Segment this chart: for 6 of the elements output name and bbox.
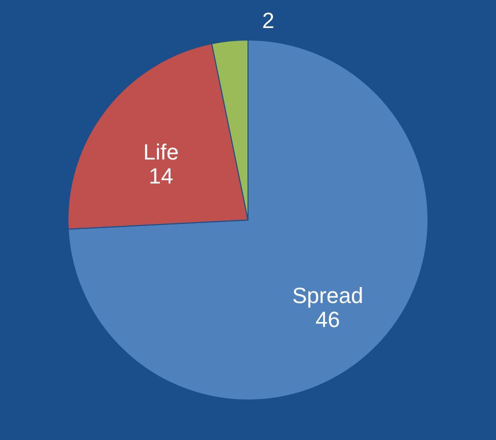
data-label: 46: [315, 306, 340, 332]
data-label: 14: [148, 164, 174, 189]
data-label: 2: [262, 8, 274, 34]
slice-label: Spread: [292, 282, 364, 308]
slice-label: Life: [143, 140, 179, 165]
pie-slice: [68, 40, 428, 400]
